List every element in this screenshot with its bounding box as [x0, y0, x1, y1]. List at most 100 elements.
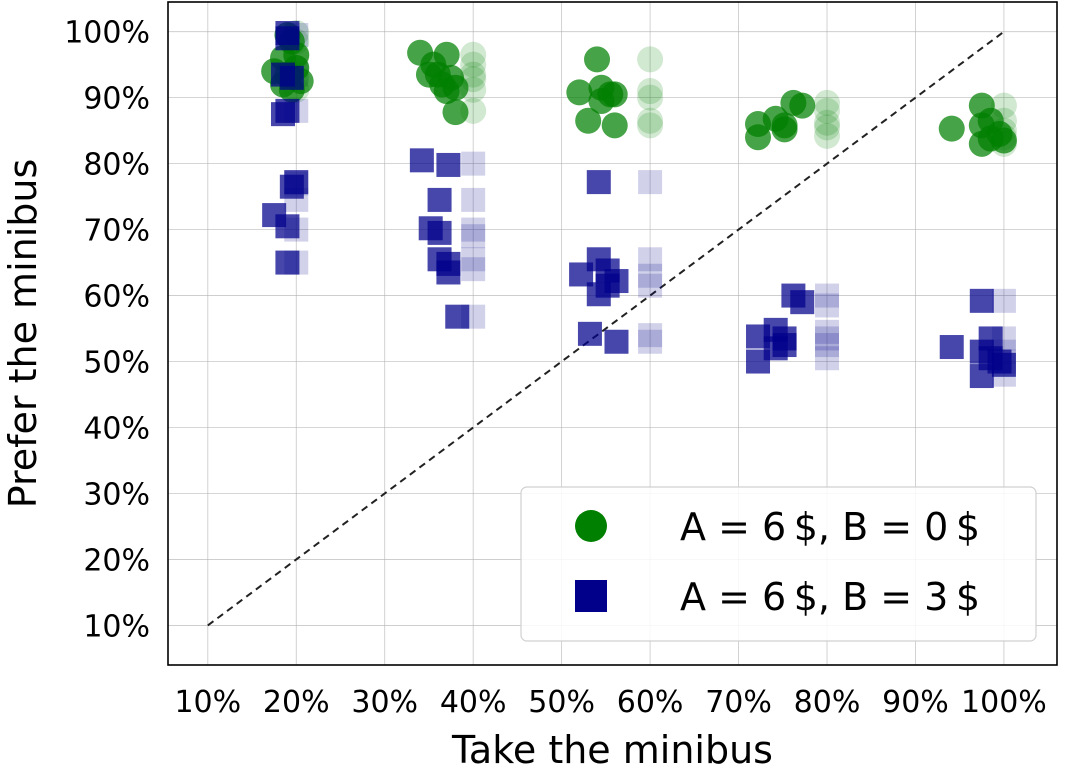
- ghost-point-series-2: [815, 293, 840, 318]
- data-point-series-2: [991, 352, 1016, 377]
- ghost-point-series-2: [461, 151, 486, 176]
- x-tick-label: 50%: [528, 685, 595, 720]
- ghost-point-series-1: [814, 89, 841, 116]
- x-tick-label: 40%: [440, 685, 507, 720]
- legend-label-series-2: A = 6 $, B = 3 $: [680, 575, 980, 619]
- x-tick-label: 20%: [263, 685, 330, 720]
- ghost-point-series-2: [461, 187, 486, 212]
- ghost-point-series-2: [638, 263, 663, 288]
- ghost-point-series-1: [637, 46, 664, 73]
- y-tick-label: 20%: [83, 543, 150, 578]
- y-axis-title: Prefer the minibus: [1, 159, 45, 509]
- data-point-series-2: [427, 187, 452, 212]
- ghost-point-series-1: [814, 109, 841, 136]
- ghost-point-series-1: [460, 41, 487, 68]
- data-point-series-1: [968, 130, 995, 157]
- legend-square-marker: [575, 580, 607, 612]
- y-tick-label: 80%: [83, 148, 150, 183]
- data-point-series-2: [275, 214, 300, 239]
- y-tick-label: 10%: [83, 609, 150, 644]
- ghost-point-series-2: [638, 323, 663, 348]
- data-point-series-1: [745, 124, 772, 151]
- ghost-point-series-2: [815, 326, 840, 351]
- x-tick-labels: 10% 20% 30% 40% 50% 60% 70% 80% 90% 100%: [174, 685, 1046, 720]
- data-point-series-1: [584, 46, 611, 73]
- data-point-series-2: [586, 282, 611, 307]
- data-point-series-1: [433, 78, 460, 105]
- legend-label-series-1: A = 6 $, B = 0 $: [680, 505, 980, 549]
- y-tick-label: 40%: [83, 412, 150, 447]
- legend-circle-marker: [575, 510, 607, 542]
- data-point-series-2: [577, 321, 602, 346]
- ghost-point-series-2: [815, 283, 840, 308]
- data-point-series-1: [938, 115, 965, 142]
- data-point-series-2: [279, 174, 304, 199]
- ghost-point-series-2: [461, 247, 486, 272]
- y-tick-label: 50%: [83, 346, 150, 381]
- data-point-series-1: [575, 107, 602, 134]
- ghost-point-series-1: [460, 61, 487, 88]
- x-tick-label: 70%: [705, 685, 772, 720]
- data-point-series-2: [270, 102, 295, 127]
- ghost-point-series-2: [815, 319, 840, 344]
- ghost-point-series-2: [638, 170, 663, 195]
- data-point-series-1: [601, 112, 628, 139]
- y-tick-label: 100%: [64, 16, 150, 51]
- ghost-point-series-2: [461, 224, 486, 249]
- ghost-point-series-2: [461, 217, 486, 242]
- ghost-point-series-2: [638, 273, 663, 298]
- data-point-series-1: [771, 116, 798, 143]
- ghost-point-series-1: [814, 122, 841, 149]
- plot-frame: [167, 1, 1058, 666]
- data-point-series-2: [939, 335, 964, 360]
- data-point-series-2: [436, 260, 461, 285]
- data-point-series-2: [969, 288, 994, 313]
- data-point-series-2: [279, 65, 304, 90]
- data-point-series-1: [566, 79, 593, 106]
- data-point-series-2: [275, 26, 300, 51]
- data-point-series-2: [790, 290, 815, 315]
- ghost-point-series-2: [461, 257, 486, 282]
- ghost-point-series-2: [638, 247, 663, 272]
- data-point-series-2: [746, 349, 771, 374]
- x-tick-label: 10%: [174, 685, 241, 720]
- ghost-point-series-1: [637, 78, 664, 105]
- legend-box: [520, 486, 1037, 642]
- data-point-series-2: [586, 170, 611, 195]
- ghost-point-series-2: [991, 288, 1016, 313]
- x-tick-label: 60%: [617, 685, 684, 720]
- y-tick-label: 30%: [83, 477, 150, 512]
- ghost-point-series-2: [815, 346, 840, 371]
- y-tick-labels: 10% 20% 30% 40% 50% 60% 70% 80% 90% 100%: [64, 16, 150, 645]
- data-point-series-2: [445, 304, 470, 329]
- x-tick-label: 80%: [794, 685, 861, 720]
- y-tick-label: 70%: [83, 214, 150, 249]
- data-point-series-2: [604, 329, 629, 354]
- ghost-point-series-1: [637, 107, 664, 134]
- data-point-series-1: [789, 92, 816, 119]
- ghost-point-series-1: [814, 97, 841, 124]
- y-tick-label: 90%: [83, 82, 150, 117]
- data-point-series-1: [442, 99, 469, 126]
- legend: A = 6 $, B = 0 $ A = 6 $, B = 3 $: [520, 486, 1037, 642]
- ghost-point-series-1: [637, 84, 664, 111]
- data-point-series-2: [427, 220, 452, 245]
- ghost-point-series-2: [815, 333, 840, 358]
- reference-line: [207, 30, 1005, 627]
- ghost-point-series-1: [814, 114, 841, 141]
- data-point-series-2: [436, 152, 461, 177]
- reference-diagonal: [207, 30, 1005, 627]
- ghost-point-series-1: [637, 112, 664, 139]
- ghost-point-series-1: [460, 51, 487, 78]
- data-point-series-1: [601, 81, 628, 108]
- data-point-series-1: [990, 127, 1017, 154]
- x-tick-label: 100%: [961, 685, 1047, 720]
- data-markers: [261, 21, 1017, 389]
- data-point-series-2: [969, 364, 994, 389]
- x-tick-label: 90%: [882, 685, 949, 720]
- x-tick-label: 30%: [351, 685, 418, 720]
- y-tick-label: 60%: [83, 280, 150, 315]
- ghost-point-series-2: [638, 329, 663, 354]
- data-point-series-2: [275, 250, 300, 275]
